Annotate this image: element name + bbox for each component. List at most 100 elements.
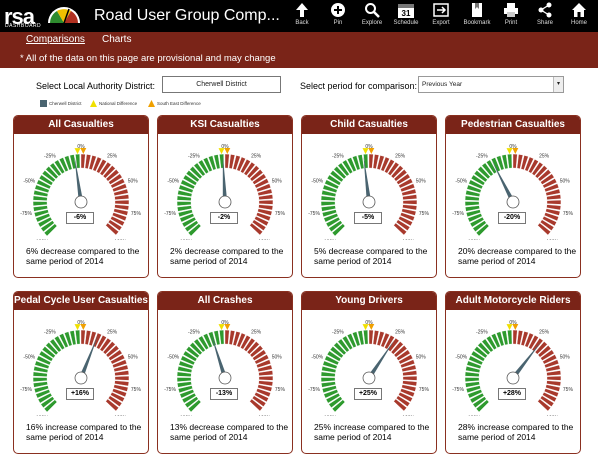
print-button[interactable]: Print	[496, 2, 526, 30]
gauge-card[interactable]: Pedal Cycle User Casualties-100%-75%-50%…	[13, 291, 149, 454]
gauge-tick-segment	[331, 223, 346, 237]
gauge-tick-segment	[534, 341, 548, 355]
gauge-tick-segment	[393, 398, 407, 412]
gauge-tick-segment	[252, 395, 267, 407]
gauge-tick-segment	[249, 398, 263, 412]
gauge-tick-segment	[472, 396, 487, 409]
gauge-tick-segment	[114, 204, 130, 211]
gauge-dial: -100%-75%-50%-25%0%25%50%75%100%	[20, 320, 141, 416]
rsa-logo: rsa DASHBOARD	[4, 2, 82, 30]
gauge-tick-segment	[352, 155, 361, 171]
explore-button[interactable]: Explore	[357, 2, 387, 30]
home-button[interactable]: Home	[564, 2, 594, 30]
local-authority-field[interactable]: Cherwell District	[162, 76, 281, 93]
gauge-tick-segment	[465, 190, 481, 197]
gauge-tick-segment	[400, 183, 416, 193]
gauge-scale-label: 25%	[251, 153, 262, 159]
export-button[interactable]: Export	[426, 2, 456, 30]
gauge-tick-segment	[176, 377, 192, 382]
gauge-scale-label: 50%	[416, 355, 427, 361]
gauge-tick-segment	[470, 174, 486, 186]
gauge-tick-segment	[384, 158, 395, 174]
gauge-card[interactable]: All Casualties-100%-75%-50%-25%0%25%50%7…	[13, 115, 149, 278]
share-button[interactable]: Share	[530, 2, 560, 30]
gauge-scale-label: -25%	[44, 153, 56, 159]
regional-marker	[80, 148, 87, 155]
gauge-tick-segment	[540, 219, 555, 231]
gauge-tick-segment	[38, 174, 54, 186]
gauge-tick-segment	[376, 331, 385, 347]
gauge-needle	[492, 161, 515, 203]
search-icon	[357, 2, 387, 20]
gauge-tick-segment	[80, 329, 86, 345]
gauge-tick-segment	[322, 360, 338, 370]
gauge-tick-segment	[464, 377, 480, 382]
gauge-tick-segment	[34, 184, 50, 194]
gauge-hub	[218, 195, 232, 209]
pin-icon	[323, 2, 353, 20]
pin-button[interactable]: Pin	[323, 2, 353, 30]
gauge-tick-segment	[528, 158, 539, 174]
gauge-tick-segment	[465, 209, 481, 218]
gauge-card[interactable]: Adult Motorcycle Riders-100%-75%-50%-25%…	[445, 291, 581, 454]
gauge-hub	[506, 195, 520, 209]
gauge-tick-segment	[481, 338, 494, 353]
gauge-tick-segment	[54, 335, 65, 351]
gauge-scale-label: 50%	[128, 179, 139, 185]
gauge-tick-segment	[465, 385, 481, 394]
gauge-scale-label: -75%	[164, 387, 176, 393]
national-marker	[506, 324, 513, 331]
gauge-card[interactable]: Young Drivers-100%-75%-50%-25%0%25%50%75…	[301, 291, 437, 454]
gauge-tick-segment	[320, 201, 336, 206]
period-select[interactable]: Previous Year ▾	[418, 76, 564, 93]
calendar-icon: 31	[391, 2, 421, 20]
gauge-scale-label: 25%	[107, 153, 118, 159]
gauge-hub	[74, 195, 88, 209]
gauge-scale-label: 50%	[560, 179, 571, 185]
gauge-tick-segment	[537, 398, 551, 412]
gauge-card[interactable]: KSI Casualties-100%-75%-50%-25%0%25%50%7…	[157, 115, 293, 278]
gauge-tick-segment	[387, 161, 400, 176]
gauge-tick-segment	[185, 170, 200, 183]
gauge-card[interactable]: Pedestrian Casualties-100%-75%-50%-25%0%…	[445, 115, 581, 278]
title-bar: rsa DASHBOARD Road User Group Comp... Ba…	[0, 0, 598, 32]
gauge-tick-segment	[469, 392, 485, 404]
back-button[interactable]: Back	[287, 2, 317, 30]
gauge-tick-segment	[402, 370, 418, 376]
gauge-tick-segment	[507, 329, 513, 345]
chevron-down-icon[interactable]: ▾	[553, 77, 563, 92]
gauge-tick-segment	[320, 371, 336, 377]
gauge-scale-label: 50%	[272, 355, 283, 361]
gauge-tick-segment	[193, 162, 206, 177]
gauge-tick-segment	[202, 157, 213, 172]
tab-comparisons[interactable]: Comparisons	[26, 34, 85, 45]
national-marker	[218, 324, 225, 331]
gauge-tick-segment	[466, 184, 482, 194]
gauge-tick-segment	[393, 169, 408, 182]
printer-icon	[496, 2, 526, 20]
gauge-tick-segment	[542, 215, 557, 227]
tab-charts[interactable]: Charts	[102, 34, 132, 45]
gauge-tick-segment	[477, 342, 491, 356]
gauge-tick-segment	[401, 364, 417, 372]
gauge-card[interactable]: All Crashes-100%-75%-50%-25%0%25%50%75%1…	[157, 291, 293, 454]
gauge-tick-segment	[252, 173, 267, 185]
schedule-button[interactable]: 31 Schedule	[391, 2, 421, 30]
gauge-tick-segment	[112, 212, 127, 222]
bookmark-button[interactable]: Bookmark	[462, 2, 492, 30]
gauge-tick-segment	[328, 220, 343, 233]
gauge-tick-segment	[256, 388, 271, 398]
gauge-tick-segment	[473, 170, 488, 183]
gauge-tick-segment	[384, 334, 395, 350]
gauge-tick-segment	[224, 153, 230, 169]
regional-marker	[512, 148, 519, 155]
gauge-tick-segment	[108, 395, 123, 407]
logo-gauge-icon	[48, 7, 80, 23]
gauge-tick-segment	[398, 391, 413, 403]
gauge-card[interactable]: Child Casualties-100%-75%-50%-25%0%25%50…	[301, 115, 437, 278]
gauge-tick-segment	[105, 398, 119, 412]
gauge-scale-label: 75%	[131, 211, 142, 217]
gauge-tick-segment	[333, 342, 347, 356]
gauge-tick-segment	[516, 154, 524, 169]
